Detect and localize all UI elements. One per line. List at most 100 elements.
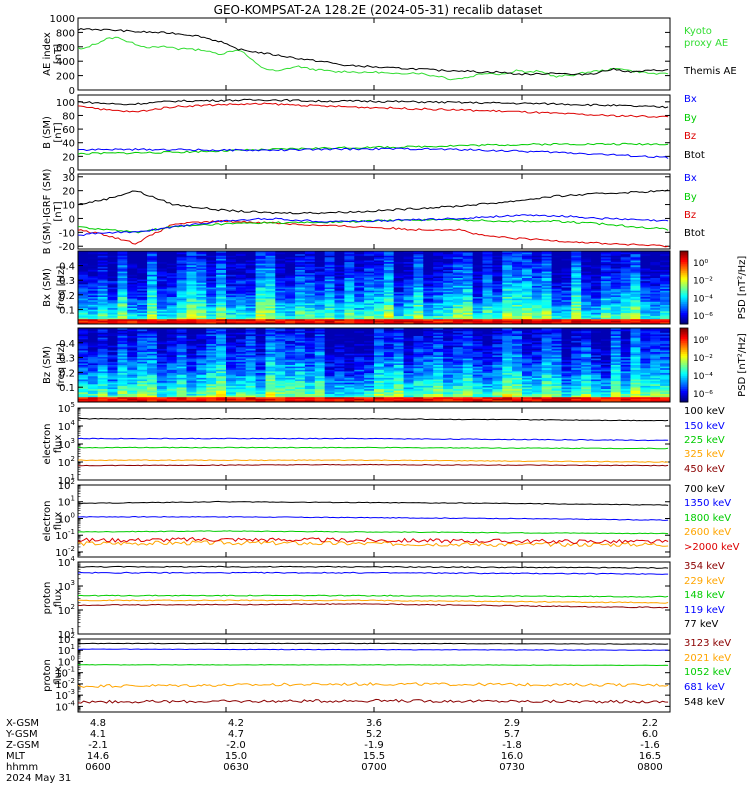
y-axis-label: flux bbox=[53, 435, 64, 454]
footer-row-label: Y-GSM bbox=[5, 729, 38, 740]
series-line-btot bbox=[78, 98, 669, 109]
footer-cell: 0600 bbox=[85, 762, 110, 773]
series-line-325-kev bbox=[78, 459, 669, 463]
series-line-btot bbox=[78, 189, 669, 215]
series-line-100-kev bbox=[78, 417, 669, 422]
y-tick-label: 40 bbox=[62, 139, 75, 150]
legend-entry: 3123 keV bbox=[684, 638, 731, 649]
y-tick-label: 104 bbox=[58, 555, 76, 569]
panel-bz_spec: 0.40.30.20.1Bz (SM) freq [Hz]10⁰10⁻²10⁻⁴1… bbox=[42, 327, 748, 403]
y-axis-label: flux bbox=[53, 512, 64, 531]
legend-entry: Kyoto bbox=[684, 26, 712, 37]
y-tick-label: -10 bbox=[59, 228, 75, 239]
footer-row-label: Z-GSM bbox=[6, 740, 39, 751]
legend-entry: 548 keV bbox=[684, 697, 725, 708]
y-axis-label: B (SM)-IGRF (SM) bbox=[42, 169, 53, 255]
legend-entry: 450 keV bbox=[684, 464, 725, 475]
y-tick-label: 101 bbox=[58, 495, 75, 509]
legend-entry: 100 keV bbox=[684, 406, 725, 417]
footer-cell: 15.5 bbox=[363, 751, 385, 762]
series-line-119-kev bbox=[78, 571, 669, 575]
series-line-681-kev bbox=[78, 648, 669, 651]
footer-cell: -1.8 bbox=[502, 740, 522, 751]
footer-cell: 4.8 bbox=[90, 718, 106, 729]
y-tick-label: 0.2 bbox=[59, 368, 75, 379]
y-tick-label: 10-4 bbox=[55, 699, 75, 713]
legend-entry: 325 keV bbox=[684, 449, 725, 460]
colorbar-tick-label: 10⁰ bbox=[693, 259, 708, 269]
panel-dbigrf: 30 20 10 0 -10 -20 B (SM)-IGRF (SM) [nT] Bx By Bz B… bbox=[42, 169, 705, 255]
footer-cell: -1.6 bbox=[640, 740, 660, 751]
footer-cell: -2.0 bbox=[226, 740, 246, 751]
legend-entry: Themis AE bbox=[683, 66, 737, 77]
plot-frame bbox=[77, 17, 671, 91]
legend-entry: Bx bbox=[684, 94, 697, 105]
footer-row-label: hhmm bbox=[6, 762, 38, 773]
series-line-kyoto-proxy-ae bbox=[78, 36, 669, 81]
y-tick-label: 400 bbox=[56, 57, 75, 68]
legend-entry: 119 keV bbox=[684, 605, 725, 616]
footer-cell: 5.7 bbox=[504, 729, 520, 740]
y-tick-label: 60 bbox=[62, 125, 75, 136]
panel-ae: 1000 800 600 400 200 0 AE index [nT] Kyotoproxy … bbox=[42, 14, 737, 97]
footer-cell: 2.9 bbox=[504, 718, 520, 729]
legend-entry: Bz bbox=[684, 131, 696, 142]
panel-bx_spec: 0.40.30.20.1Bx (SM) freq [Hz]10⁰10⁻²10⁻⁴1… bbox=[42, 250, 748, 325]
y-tick-label: 0.2 bbox=[59, 291, 75, 302]
series-line-700-kev bbox=[78, 500, 669, 506]
y-axis-label: proton bbox=[42, 582, 53, 615]
colorbar-tick-label: 10⁻⁶ bbox=[693, 312, 713, 322]
y-tick-label: 0.4 bbox=[59, 339, 75, 350]
footer-cell: 0800 bbox=[637, 762, 662, 773]
legend-entry: Btot bbox=[684, 228, 705, 239]
figure-title: GEO-KOMPSAT-2A 128.2E (2024-05-31) recal… bbox=[214, 3, 543, 17]
footer-cell: 0700 bbox=[361, 762, 386, 773]
colorbar-label: PSD [nT²/Hz] bbox=[737, 256, 748, 320]
y-tick-label: 800 bbox=[56, 28, 75, 39]
y-axis-label: electron bbox=[42, 501, 53, 542]
y-tick-label: 20 bbox=[62, 152, 75, 163]
legend-entry: >2000 keV bbox=[684, 542, 740, 553]
series-line-77-kev bbox=[78, 565, 669, 569]
footer-cell: 2.2 bbox=[642, 718, 658, 729]
y-axis-label: flux bbox=[53, 666, 64, 685]
footer-cell: 16.5 bbox=[639, 751, 661, 762]
y-tick-label: 0 bbox=[69, 86, 75, 97]
plot-frame bbox=[77, 94, 671, 171]
y-tick-label: 80 bbox=[62, 111, 75, 122]
colorbar-tick-label: 10⁻⁴ bbox=[693, 372, 713, 382]
y-axis-label: B (SM) bbox=[42, 116, 53, 149]
y-tick-label: 20 bbox=[62, 187, 75, 198]
footer-row-label: 2024 May 31 bbox=[6, 773, 71, 784]
colorbar-tick-label: 10⁻⁴ bbox=[693, 294, 713, 304]
footer-cell: 6.0 bbox=[642, 729, 658, 740]
colorbar-tick-label: 10⁻⁶ bbox=[693, 390, 713, 400]
series-line-148-kev bbox=[78, 594, 669, 598]
y-tick-label: 1000 bbox=[50, 14, 75, 25]
legend-entry: 2021 keV bbox=[684, 653, 731, 664]
panel-b: 100 80 60 40 20 0 B (SM) [nT] Bx By Bz Btot bbox=[42, 94, 705, 177]
series-line-bz bbox=[78, 219, 669, 248]
y-tick-label: 102 bbox=[58, 478, 75, 492]
footer-cell: -2.1 bbox=[88, 740, 108, 751]
legend-entry: 150 keV bbox=[684, 421, 725, 432]
series-line-229-kev bbox=[78, 599, 669, 604]
series-line-354-kev bbox=[78, 603, 669, 609]
y-axis-label: flux bbox=[53, 589, 64, 608]
legend-entry: 681 keV bbox=[684, 682, 725, 693]
series-line-225-kev bbox=[78, 446, 669, 450]
footer-cell: 16.0 bbox=[501, 751, 523, 762]
footer-cell: 0730 bbox=[499, 762, 524, 773]
legend-entry: proxy AE bbox=[684, 38, 728, 49]
legend-entry: By bbox=[684, 192, 697, 203]
y-tick-label: 200 bbox=[56, 72, 75, 83]
colorbar: 10⁰ 10⁻² 10⁻⁴ 10⁻⁶ PSD [nT²/Hz] bbox=[679, 327, 748, 403]
y-axis-label: freq [Hz] bbox=[56, 343, 67, 387]
y-tick-label: 0.3 bbox=[59, 276, 75, 287]
series-line-2600-kev bbox=[78, 540, 669, 548]
y-axis-label: [nT] bbox=[53, 44, 64, 64]
